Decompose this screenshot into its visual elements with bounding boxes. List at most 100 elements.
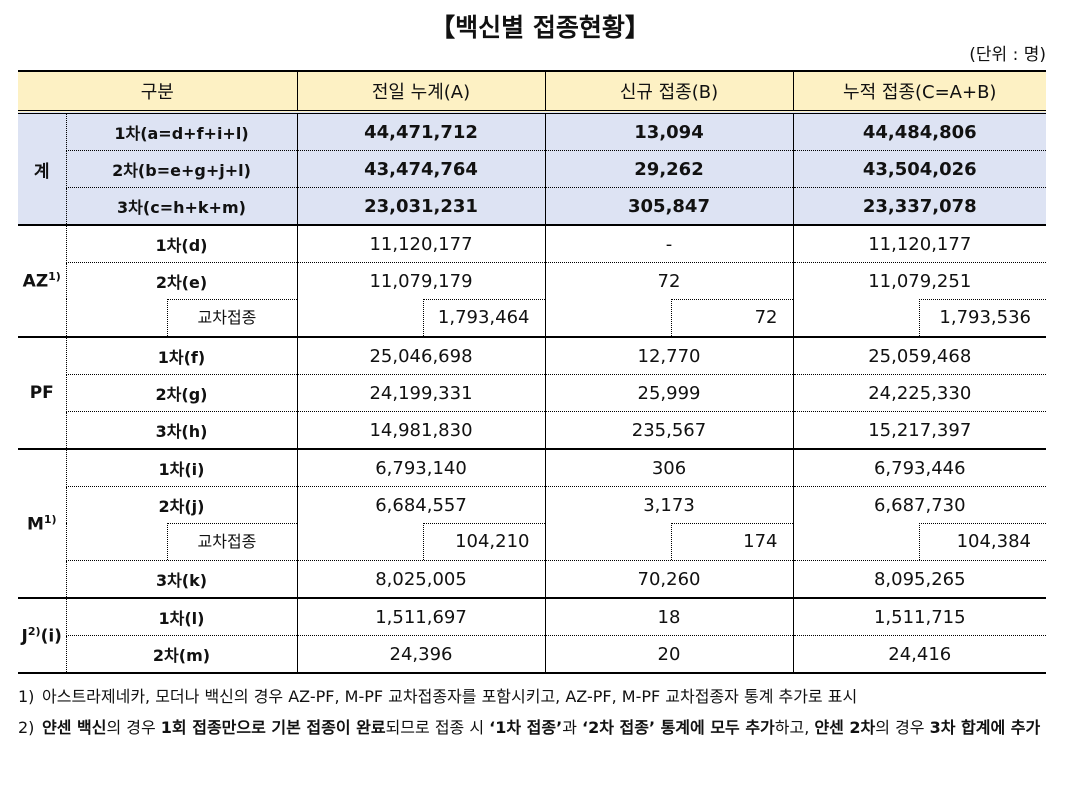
value-cell: 15,217,397 [792,411,1046,450]
value-cell: 305,847 [544,187,793,226]
group-label: 계 [18,112,66,226]
value-cell: 11,079,179 [296,262,545,299]
footnote-segment: 과 [562,718,582,737]
value-cell: 25,059,468 [792,337,1046,375]
value: 43,504,026 [862,158,977,180]
vaccination-table: 구분 전일 누계(A) 신규 접종(B) 누적 접종(C=A+B) 계 1차(a=d+f… [18,70,1046,674]
row-label: 3차(c=h+k+m) [117,198,246,217]
row-label-cell: 2차(m) [65,635,297,674]
row-label-cell: 1차(i) [65,449,297,487]
row-label-cell: 2차(b=e+g+j+l) [65,150,297,188]
row-label: 1차(l) [158,609,205,628]
value: 24,396 [389,643,453,665]
value-cell: 44,471,712 [296,112,545,151]
value-cell: 104,210 [296,523,545,561]
row: 2차(j) 6,684,557 3,173 6,687,730 [18,486,1046,523]
value-cell: 6,793,140 [296,449,545,487]
group-name: M [26,514,44,535]
value-cell: 24,396 [296,635,545,674]
footnote-marker: 2) [18,718,35,737]
value-cell: 25,046,698 [296,337,545,375]
value-cell: 72 [544,299,793,338]
group-label: J2)(i) [18,598,66,674]
value: 25,059,468 [868,345,972,367]
footnote-text: 아스트라제네카, 모더나 백신의 경우 AZ-PF, M-PF 교차접종자를 포… [18,683,1048,711]
group-footnote-ref: 1) [48,270,61,284]
footnote-segment: 아스트라제네카, 모더나 백신의 경우 AZ-PF, M-PF 교차접종자를 포… [42,687,858,706]
row: J2)(i) 1차(l) 1,511,697 18 1,511,715 [18,598,1046,674]
group-label: M1) [18,449,66,599]
row-label: 1차(i) [158,460,205,479]
value: 70,260 [637,568,701,590]
row-label: 3차(h) [155,422,208,441]
value-cell: 8,025,005 [296,560,545,599]
value: 8,095,265 [873,568,966,590]
value: 43,474,764 [364,158,478,180]
row-label-cell: 3차(h) [65,411,297,450]
row: 2차(e) 11,079,179 72 11,079,251 [18,262,1046,299]
value: 6,684,557 [375,494,467,516]
value-cell: 174 [544,523,793,561]
value: 306 [651,457,687,479]
row-label: 2차(m) [152,646,211,665]
footnote-marker: 1) [18,687,35,706]
footnote-segment: 얀센 백신 [42,718,107,737]
footnote-segment: ‘2차 접종’ 통계에 모두 추가 [582,718,775,737]
value-cell: 6,684,557 [296,486,545,523]
row-label: 교차접종 [166,299,297,336]
value: 44,484,806 [862,121,977,143]
value: 24,199,331 [369,382,473,404]
value-cell: 11,120,177 [296,225,545,263]
value: 14,981,830 [369,419,473,441]
value-cell: 24,225,330 [792,374,1046,412]
value-cell: 1,793,464 [296,299,545,338]
row: AZ1) 1차(d) 11,120,177 - 11,120,177 [18,225,1046,338]
value-cell: 24,199,331 [296,374,545,412]
sub-row: 교차접종 1,793,464 72 1,793,536 [18,299,1046,338]
value: 11,120,177 [369,233,473,255]
row-label-cell: 2차(e) [65,262,297,299]
group-footnote-ref: 2) [27,624,41,638]
value-cell: 1,511,697 [296,598,545,636]
value-cell: 44,484,806 [792,112,1046,151]
value: 25,046,698 [369,345,473,367]
footnote-segment: 얀센 2차 [814,718,876,737]
value-cell: 11,120,177 [792,225,1046,263]
title: 【백신별 접종현황】 [430,13,650,42]
row-label-cell: 2차(g) [65,374,297,412]
row-label: 교차접종 [166,523,297,560]
row-label: 3차(k) [155,571,208,590]
header-cell: 신규 접종(B) [544,70,793,114]
value: 104,210 [422,523,545,560]
footnote-segment: 3차 합계에 추가 [929,718,1041,737]
value-cell: 6,793,446 [792,449,1046,487]
value: 305,847 [628,195,710,217]
row: 2차(g) 24,199,331 25,999 24,225,330 [18,374,1046,412]
value-cell: 70,260 [544,560,793,599]
value: 24,416 [888,643,952,665]
group-name: J [21,626,28,647]
group-label: PF [18,337,66,450]
value-cell: 43,474,764 [296,150,545,188]
value: - [665,233,673,255]
value-cell: 8,095,265 [792,560,1046,599]
footnote-segment: 의 경우 [106,718,161,737]
value: 13,094 [634,121,704,143]
value: 6,793,446 [873,457,966,479]
value: 24,225,330 [868,382,972,404]
value: 72 [657,270,681,292]
footnote-segment: ‘1차 접종’ [489,718,563,737]
value: 174 [670,523,793,560]
value-cell: 25,999 [544,374,793,412]
row: 3차(k) 8,025,005 70,260 8,095,265 [18,560,1046,599]
value-cell: 29,262 [544,150,793,188]
footnote: 2) 얀센 백신의 경우 1회 접종만으로 기본 접종이 완료되므로 접종 시 ‘… [18,714,1048,742]
row-label: 2차(j) [158,497,205,516]
value: 11,120,177 [868,233,972,255]
value: 72 [670,299,793,336]
row-label: 2차(g) [155,385,208,404]
row-label-cell: 3차(k) [65,560,297,599]
row-label: 2차(b=e+g+j+l) [112,161,251,180]
footnote-segment: 되므로 접종 시 [385,718,490,737]
header-cell: 누적 접종(C=A+B) [792,70,1046,114]
